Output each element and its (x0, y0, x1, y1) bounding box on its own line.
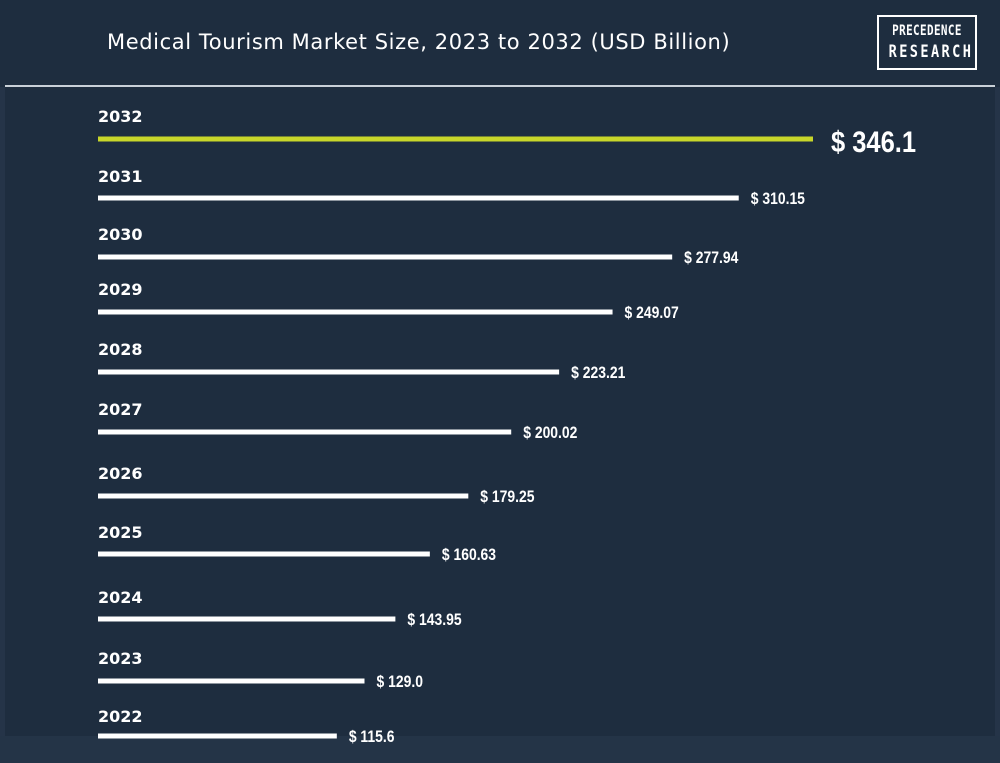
frame-left-border (0, 87, 5, 763)
value-label-2032: $ 346.1 (831, 125, 916, 158)
year-label-2022: 2022 (98, 707, 143, 726)
value-label-2030: $ 277.94 (684, 249, 739, 268)
value-label-2031: $ 310.15 (751, 190, 806, 209)
value-label-2028: $ 223.21 (571, 364, 626, 383)
year-label-2028: 2028 (98, 340, 143, 359)
logo-line-2: RESEARCH (888, 42, 974, 62)
year-label-2032: 2032 (98, 107, 143, 126)
value-label-2023: $ 129.0 (376, 673, 422, 692)
bar-2024 (98, 616, 396, 622)
year-label-2025: 2025 (98, 523, 143, 542)
year-label-2031: 2031 (98, 167, 143, 186)
value-label-2027: $ 200.02 (523, 424, 578, 443)
value-label-2029: $ 249.07 (625, 304, 679, 323)
bar-2026 (98, 493, 469, 499)
bar-2028 (98, 369, 560, 375)
bar-2029 (98, 309, 613, 315)
bar-2032 (98, 136, 813, 142)
year-label-2023: 2023 (98, 649, 143, 668)
year-label-2024: 2024 (98, 588, 143, 607)
header-divider (5, 85, 995, 87)
bar-2025 (98, 551, 430, 557)
bar-2027 (98, 429, 512, 435)
bar-2031 (98, 195, 739, 201)
logo-line-1: PRECEDENCE (892, 23, 962, 39)
frame-right-border (995, 87, 1000, 763)
value-label-2026: $ 179.25 (480, 488, 535, 507)
value-label-2024: $ 143.95 (407, 611, 462, 630)
chart-title: Medical Tourism Market Size, 2023 to 203… (107, 30, 731, 54)
year-label-2027: 2027 (98, 400, 143, 419)
value-label-2025: $ 160.63 (442, 546, 497, 565)
year-label-2026: 2026 (98, 464, 143, 483)
precedence-research-logo: PRECEDENCE RESEARCH (877, 15, 977, 70)
bar-2023 (98, 678, 365, 684)
frame-bottom-border (0, 736, 1000, 763)
value-label-2022: $ 115.6 (349, 728, 395, 747)
year-label-2029: 2029 (98, 280, 143, 299)
year-label-2030: 2030 (98, 225, 143, 244)
bar-2022 (98, 733, 337, 739)
bar-2030 (98, 254, 673, 260)
chart-header: Medical Tourism Market Size, 2023 to 203… (0, 0, 1000, 86)
